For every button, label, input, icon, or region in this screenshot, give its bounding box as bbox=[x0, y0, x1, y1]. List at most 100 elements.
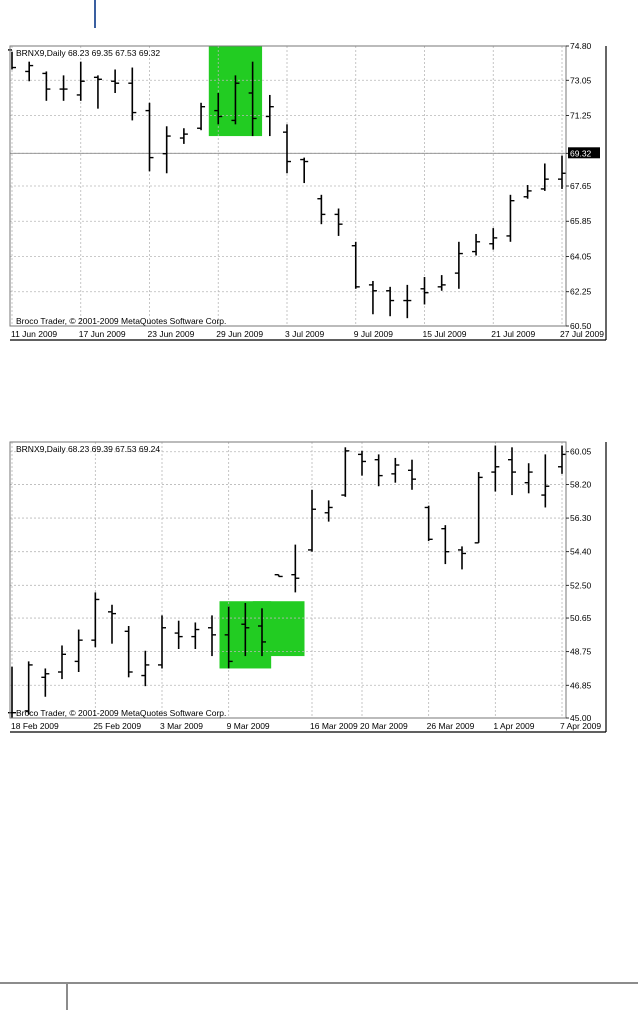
ohlc-bar bbox=[162, 126, 171, 174]
ohlc-bar bbox=[358, 450, 366, 476]
ohlc-bar bbox=[420, 277, 429, 305]
ohlc-bar bbox=[258, 608, 266, 657]
x-tick-label: 9 Mar 2009 bbox=[227, 721, 270, 731]
ohlc-bar bbox=[441, 525, 450, 565]
x-tick-label: 11 Jun 2009 bbox=[11, 329, 57, 339]
y-tick-label: 58.20 bbox=[570, 479, 592, 489]
ohlc-bar bbox=[59, 75, 68, 101]
ohlc-bar bbox=[265, 94, 274, 137]
ohlc-bar bbox=[248, 61, 257, 137]
ohlc-bar bbox=[351, 241, 360, 289]
ohlc-bar bbox=[368, 280, 377, 315]
y-tick-label: 64.05 bbox=[570, 251, 592, 261]
y-tick-label: 52.50 bbox=[570, 580, 592, 590]
ohlc-bar bbox=[291, 544, 300, 593]
chart-header: BRNX9,Daily 68.23 69.39 67.53 69.24 bbox=[16, 444, 160, 454]
x-tick-label: 17 Jun 2009 bbox=[79, 329, 126, 339]
x-tick-label: 21 Jul 2009 bbox=[491, 329, 535, 339]
ohlc-bar bbox=[124, 626, 133, 678]
ohlc-bar bbox=[25, 61, 34, 82]
ohlc-bar bbox=[274, 573, 283, 578]
y-tick-label: 45.00 bbox=[570, 713, 592, 723]
y-tick-label: 62.25 bbox=[570, 287, 592, 297]
x-tick-label: 3 Mar 2009 bbox=[160, 721, 203, 731]
ohlc-bar bbox=[91, 592, 100, 648]
ohlc-bar bbox=[489, 228, 498, 250]
ohlc-bar bbox=[93, 75, 102, 109]
ohlc-bar bbox=[454, 241, 463, 289]
x-tick-label: 26 Mar 2009 bbox=[427, 721, 475, 731]
ohlc-bar bbox=[541, 454, 550, 508]
current-price-label: 69.32 bbox=[570, 148, 592, 158]
ohlc-bar bbox=[437, 275, 446, 291]
ohlc-bar bbox=[334, 208, 343, 236]
x-tick-label: 16 Mar 2009 bbox=[310, 721, 358, 731]
y-tick-label: 67.65 bbox=[570, 181, 592, 191]
ohlc-bar bbox=[208, 615, 216, 657]
x-tick-label: 18 Feb 2009 bbox=[11, 721, 59, 731]
y-tick-label: 56.30 bbox=[570, 513, 592, 523]
ohlc-bar bbox=[524, 463, 533, 494]
ohlc-bar bbox=[317, 194, 326, 225]
ohlc-bar bbox=[403, 284, 412, 319]
ohlc-bar bbox=[174, 620, 183, 649]
x-tick-label: 15 Jul 2009 bbox=[423, 329, 467, 339]
ohlc-bar bbox=[231, 75, 240, 125]
x-tick-label: 9 Jul 2009 bbox=[354, 329, 393, 339]
x-tick-label: 7 Apr 2009 bbox=[560, 721, 601, 731]
x-tick-label: 23 Jun 2009 bbox=[148, 329, 195, 339]
ohlc-bar bbox=[391, 457, 400, 483]
ohlc-bar bbox=[558, 155, 566, 189]
ohlc-bar bbox=[76, 61, 85, 101]
ohlc-bar bbox=[111, 69, 120, 93]
footer-divider bbox=[66, 984, 68, 1010]
x-tick-label: 1 Apr 2009 bbox=[493, 721, 534, 731]
ohlc-bar bbox=[283, 124, 291, 174]
ohlc-bar bbox=[74, 629, 83, 672]
ohlc-bar bbox=[308, 489, 316, 552]
page-header-marker bbox=[94, 0, 96, 28]
ohlc-bar bbox=[472, 233, 481, 256]
ohlc-bar bbox=[458, 546, 466, 570]
ohlc-bar bbox=[523, 185, 532, 199]
x-tick-label: 27 Jul 2009 bbox=[560, 329, 604, 339]
ohlc-bar bbox=[214, 92, 223, 125]
x-tick-label: 25 Feb 2009 bbox=[93, 721, 141, 731]
chart-copyright: Broco Trader, © 2001-2009 MetaQuotes Sof… bbox=[16, 708, 226, 718]
y-tick-label: 71.25 bbox=[570, 111, 592, 121]
ohlc-bar bbox=[424, 505, 433, 542]
x-tick-label: 20 Mar 2009 bbox=[360, 721, 408, 731]
ohlc-bar bbox=[241, 603, 250, 657]
ohlc-bar bbox=[324, 500, 333, 522]
y-tick-label: 50.65 bbox=[570, 613, 592, 623]
chart-header: BRNX9,Daily 68.23 69.35 67.53 69.32 bbox=[16, 48, 160, 58]
price-chart-feb-apr-2009: 60.05 58.20 56.30 54.40 52.50 50.65 48.75 46.85… bbox=[8, 441, 607, 733]
footer-rule bbox=[0, 982, 638, 984]
ohlc-bar bbox=[141, 650, 150, 687]
y-tick-label: 65.85 bbox=[570, 216, 592, 226]
ohlc-bar bbox=[145, 102, 154, 172]
ohlc-bar bbox=[508, 447, 516, 496]
pattern-highlight bbox=[252, 601, 305, 657]
ohlc-bar bbox=[108, 604, 116, 644]
ohlc-bar bbox=[41, 668, 50, 697]
ohlc-bar bbox=[491, 445, 500, 492]
y-tick-label: 73.05 bbox=[570, 75, 592, 85]
ohlc-bar bbox=[191, 622, 200, 649]
price-chart-jun-jul-2009: 74.80 73.05 71.25 69.32 67.65 65.85 64.05 62.25… bbox=[8, 41, 607, 341]
ohlc-bar bbox=[58, 645, 66, 680]
x-tick-label: 3 Jul 2009 bbox=[285, 329, 324, 339]
y-tick-label: 60.50 bbox=[570, 321, 592, 331]
ohlc-bar bbox=[300, 157, 309, 184]
current-price-badge bbox=[568, 147, 600, 159]
plot-area bbox=[10, 442, 566, 718]
ohlc-bar bbox=[408, 459, 416, 490]
chart-copyright: Broco Trader, © 2001-2009 MetaQuotes Sof… bbox=[16, 316, 226, 326]
y-tick-label: 46.85 bbox=[570, 680, 592, 690]
ohlc-bar bbox=[24, 661, 33, 715]
ohlc-bar bbox=[474, 472, 483, 544]
ohlc-bar bbox=[374, 454, 383, 487]
ohlc-bar bbox=[558, 445, 566, 474]
ohlc-bar bbox=[197, 102, 206, 131]
ohlc-bar bbox=[506, 194, 515, 242]
